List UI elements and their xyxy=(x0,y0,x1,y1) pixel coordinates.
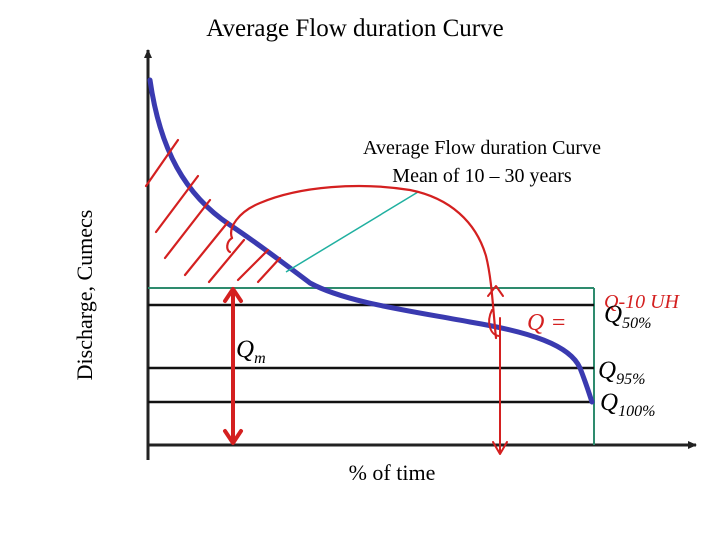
handwritten-q-equals: Q = xyxy=(527,310,567,336)
callout-line-1: Average Flow duration Curve xyxy=(363,137,601,159)
qm-arrow-up xyxy=(223,287,243,303)
hatch-stroke xyxy=(144,138,180,188)
brace-mark xyxy=(488,309,501,337)
q100-label: Q100% xyxy=(600,389,655,420)
hatch-stroke xyxy=(154,174,200,234)
hatch-stroke xyxy=(163,198,212,260)
flow-duration-curve xyxy=(147,77,595,405)
qm-arrow-down xyxy=(223,429,243,445)
hatch-stroke xyxy=(207,238,246,284)
hatch-stroke xyxy=(256,256,282,284)
red-annotations xyxy=(144,138,508,455)
handwritten-q-10uh: Q-10 UH xyxy=(604,291,681,313)
arc-hook xyxy=(226,236,234,254)
x-axis-label: % of time xyxy=(349,460,436,485)
time-marker-arrow xyxy=(492,441,508,455)
hatch-stroke xyxy=(236,248,270,282)
bracket-arc xyxy=(230,184,498,340)
y-axis-label: Discharge, Cumecs xyxy=(72,210,97,381)
callout-line-2: Mean of 10 – 30 years xyxy=(392,165,572,187)
diagram-title: Average Flow duration Curve xyxy=(206,15,503,42)
callout-leader-line xyxy=(285,191,419,273)
q50-label: Q50% xyxy=(604,301,651,332)
q95-label: Q95% xyxy=(598,357,645,388)
qm-label: Qm xyxy=(236,336,266,367)
time-marker-arrow-up xyxy=(487,285,504,297)
hatch-stroke xyxy=(183,220,230,277)
